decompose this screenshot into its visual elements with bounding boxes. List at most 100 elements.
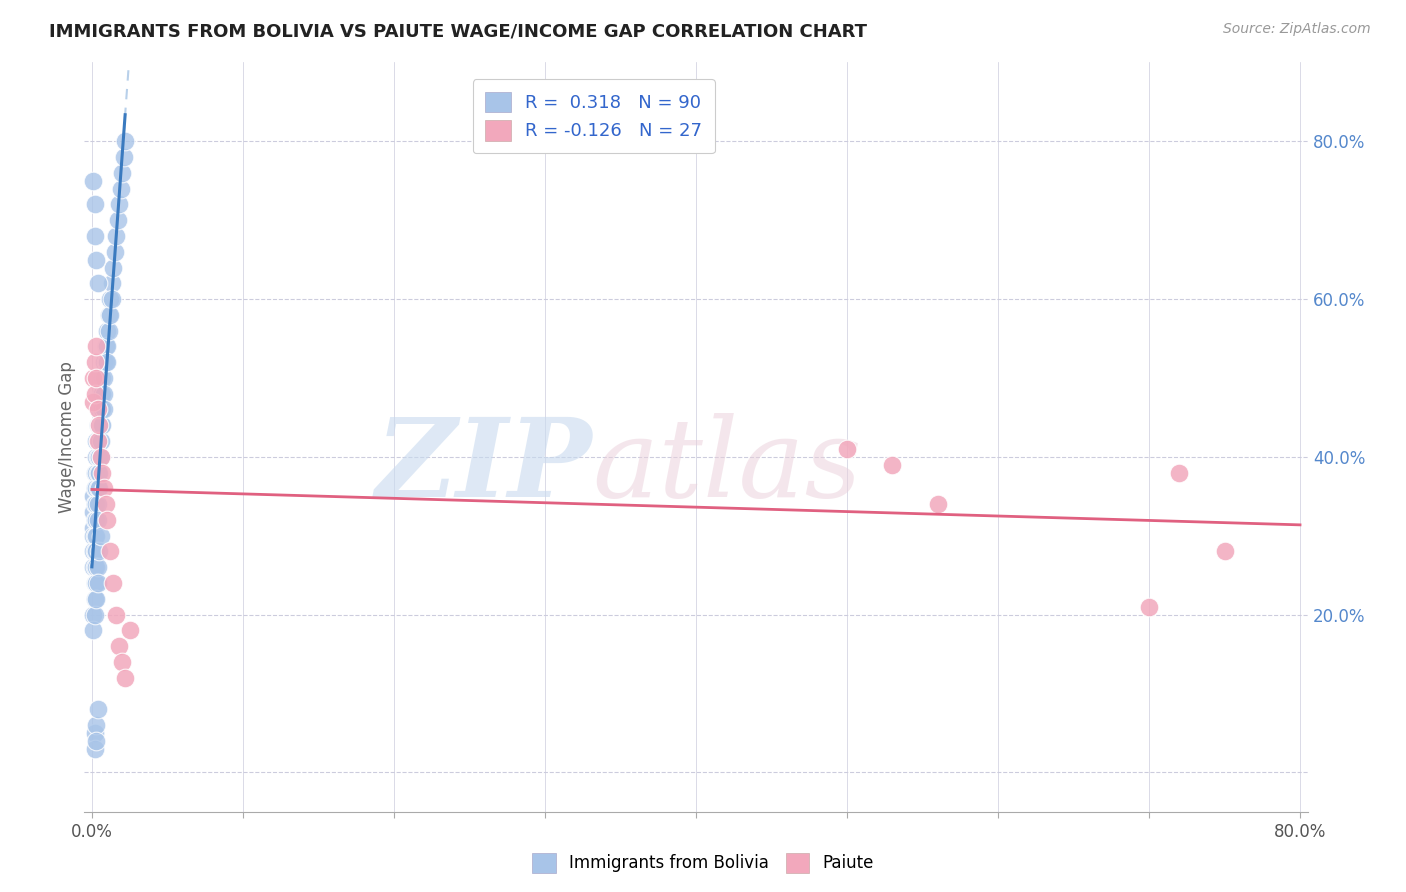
Point: [82, 505, 104, 519]
Point: [84, 497, 107, 511]
Point: [96, 513, 118, 527]
Point: [87, 481, 110, 495]
Point: [112, 150, 135, 164]
Point: [100, 292, 122, 306]
Point: [97, 324, 120, 338]
Point: [114, 134, 136, 148]
Point: [90, 418, 112, 433]
Point: [84, 386, 107, 401]
Point: [82, 560, 104, 574]
Point: [89, 434, 111, 448]
Point: [835, 442, 858, 456]
Point: [86, 252, 108, 267]
Point: [86, 339, 108, 353]
Point: [86, 718, 108, 732]
Point: [89, 481, 111, 495]
Point: [93, 371, 115, 385]
Point: [90, 386, 112, 401]
Point: [82, 521, 104, 535]
Point: [100, 277, 122, 291]
Point: [89, 450, 111, 464]
Point: [84, 513, 107, 527]
Point: [91, 386, 114, 401]
Point: [108, 639, 131, 653]
Point: [91, 466, 114, 480]
Point: [98, 544, 121, 558]
Point: [87, 277, 110, 291]
Point: [87, 434, 110, 448]
Point: [82, 394, 104, 409]
Point: [96, 324, 118, 338]
Point: [91, 371, 114, 385]
Point: [927, 497, 949, 511]
Point: [84, 229, 107, 244]
Point: [103, 244, 125, 259]
Point: [86, 544, 108, 558]
Point: [82, 529, 104, 543]
Point: [86, 576, 108, 591]
Point: [82, 371, 104, 385]
Point: [93, 386, 115, 401]
Point: [882, 458, 904, 472]
Point: [105, 229, 128, 244]
Point: [86, 434, 108, 448]
Point: [86, 371, 108, 385]
Point: [86, 529, 108, 543]
Point: [84, 726, 107, 740]
Point: [86, 576, 108, 591]
Point: [86, 513, 108, 527]
Point: [87, 402, 110, 417]
Point: [97, 308, 120, 322]
Legend: Immigrants from Bolivia, Paiute: Immigrants from Bolivia, Paiute: [526, 847, 880, 880]
Point: [98, 292, 121, 306]
Point: [86, 497, 108, 511]
Point: [89, 466, 111, 480]
Point: [86, 481, 108, 495]
Point: [114, 671, 136, 685]
Y-axis label: Wage/Income Gap: Wage/Income Gap: [58, 361, 76, 513]
Point: [94, 497, 117, 511]
Point: [93, 481, 115, 495]
Point: [87, 560, 110, 574]
Point: [110, 181, 132, 195]
Legend: R =  0.318   N = 90, R = -0.126   N = 27: R = 0.318 N = 90, R = -0.126 N = 27: [472, 79, 714, 153]
Point: [1137, 599, 1160, 614]
Text: IMMIGRANTS FROM BOLIVIA VS PAIUTE WAGE/INCOME GAP CORRELATION CHART: IMMIGRANTS FROM BOLIVIA VS PAIUTE WAGE/I…: [49, 22, 868, 40]
Point: [105, 607, 128, 622]
Text: atlas: atlas: [592, 413, 862, 521]
Point: [84, 576, 107, 591]
Point: [94, 355, 117, 369]
Point: [84, 529, 107, 543]
Point: [1168, 466, 1191, 480]
Point: [84, 466, 107, 480]
Point: [84, 607, 107, 622]
Point: [93, 402, 115, 417]
Point: [111, 655, 134, 669]
Point: [87, 513, 110, 527]
Point: [90, 450, 112, 464]
Point: [84, 591, 107, 606]
Point: [87, 418, 110, 433]
Point: [91, 418, 114, 433]
Point: [91, 402, 114, 417]
Point: [89, 418, 111, 433]
Point: [96, 355, 118, 369]
Point: [82, 489, 104, 503]
Point: [94, 339, 117, 353]
Point: [84, 355, 107, 369]
Point: [82, 544, 104, 558]
Point: [89, 544, 111, 558]
Point: [108, 197, 131, 211]
Point: [87, 497, 110, 511]
Point: [89, 402, 111, 417]
Point: [118, 624, 141, 638]
Point: [84, 544, 107, 558]
Point: [82, 174, 104, 188]
Point: [87, 450, 110, 464]
Point: [82, 624, 104, 638]
Point: [107, 213, 129, 227]
Point: [87, 576, 110, 591]
Point: [86, 466, 108, 480]
Point: [86, 560, 108, 574]
Point: [86, 591, 108, 606]
